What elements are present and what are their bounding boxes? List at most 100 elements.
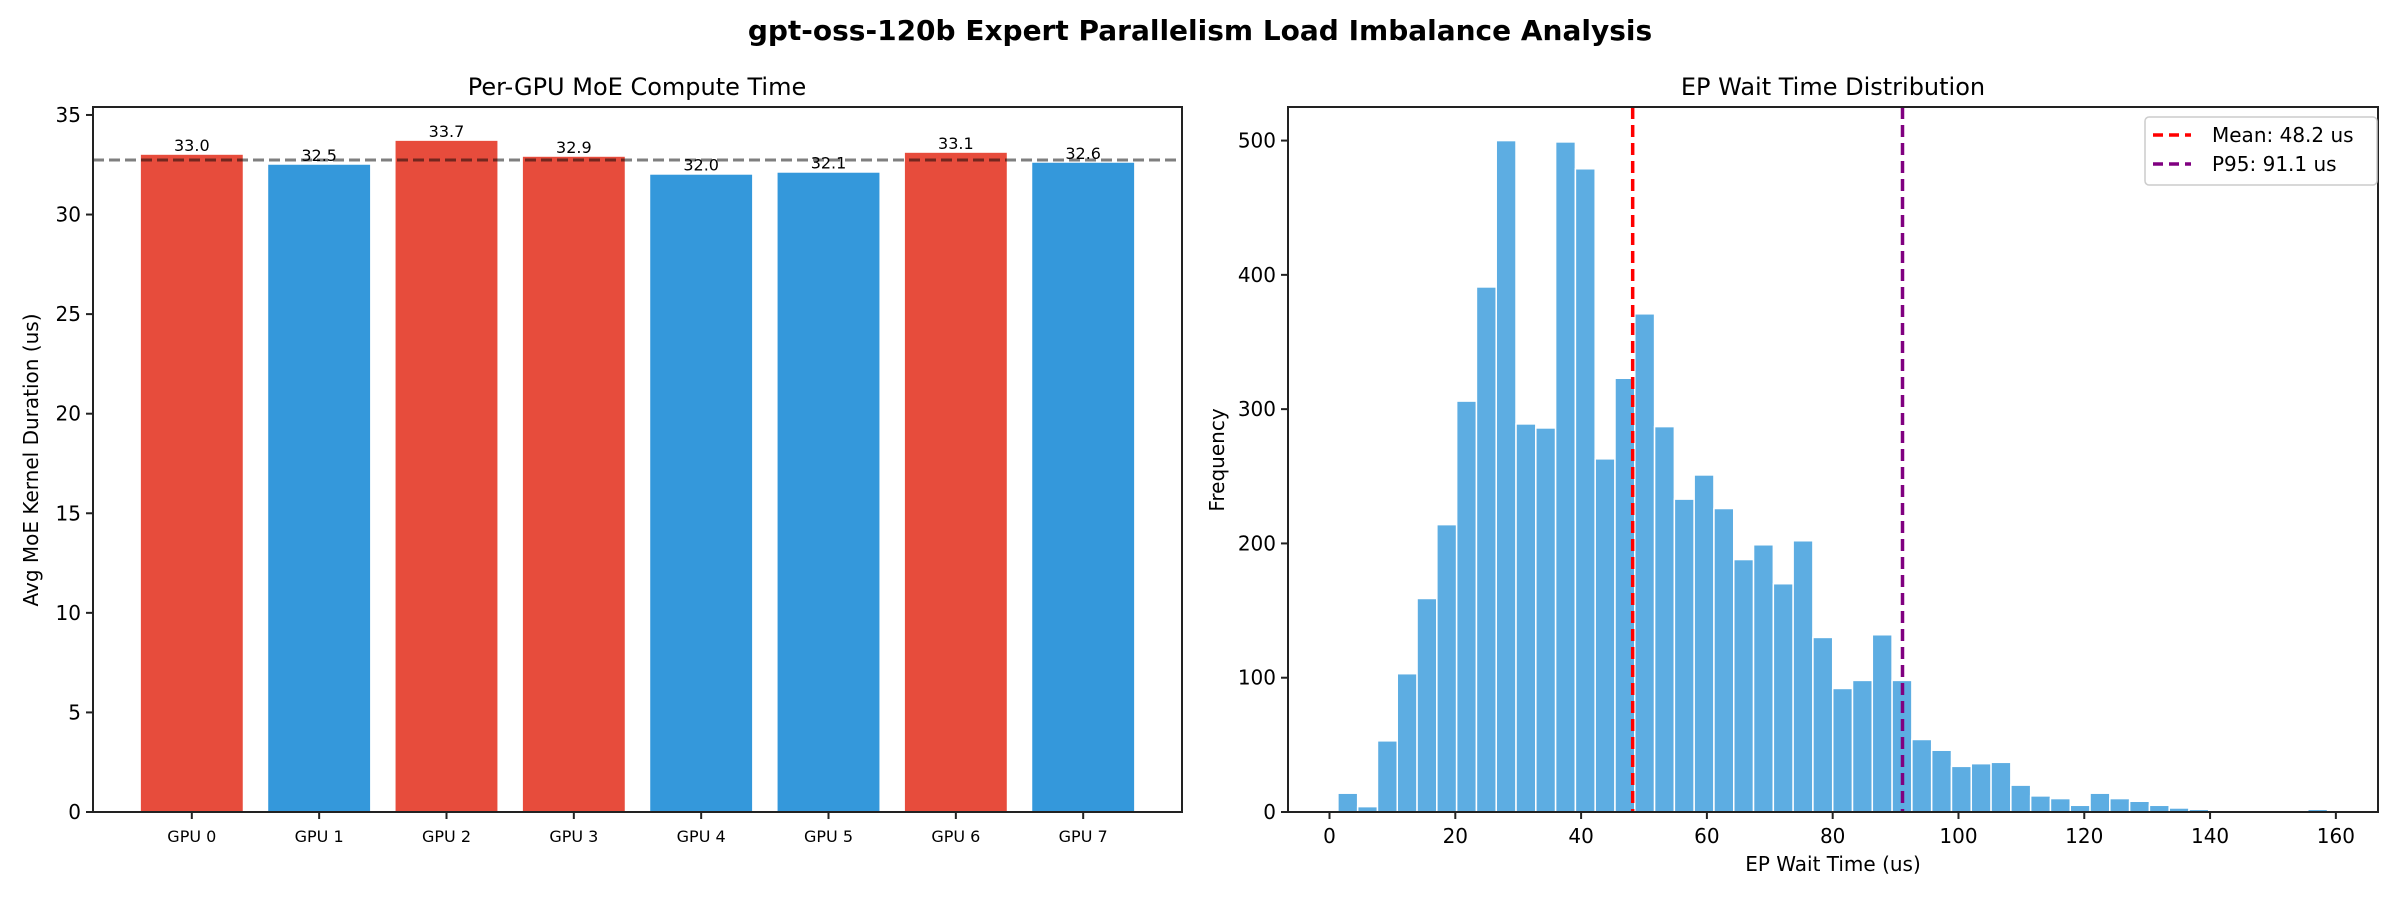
y-tick-label: 200 xyxy=(1238,531,1276,555)
bar-gpu-2 xyxy=(395,140,498,812)
left-subplot-per-gpu-compute: Per-GPU MoE Compute Time Avg MoE Kernel … xyxy=(19,73,1183,846)
x-tick-label: GPU 4 xyxy=(677,827,726,846)
histogram-bar xyxy=(1950,765,1973,813)
left-x-ticks: GPU 0 GPU 1 GPU 2 GPU 3 GPU 4 GPU 5 GPU 6 GPU 7 xyxy=(167,812,1108,846)
right-x-ticks: 0 20 40 60 80 100 120 140 160 xyxy=(1323,812,2355,848)
x-tick-label: 40 xyxy=(1568,824,1593,848)
histogram-bar xyxy=(2010,784,2032,813)
bar-value-label: 32.9 xyxy=(556,138,592,157)
histogram-bar xyxy=(1990,761,2012,813)
x-tick-label: 100 xyxy=(1939,824,1977,848)
right-subplot-wait-time-histogram: EP Wait Time Distribution Frequency EP W… xyxy=(1205,73,2379,876)
bar-value-label: 33.1 xyxy=(938,134,974,153)
bar-value-label: 32.6 xyxy=(1065,144,1101,163)
bar-gpu-4 xyxy=(650,174,753,813)
bar-value-label: 33.0 xyxy=(174,136,210,155)
x-tick-label: GPU 3 xyxy=(549,827,598,846)
histogram-bar xyxy=(1396,672,1418,813)
histogram-bar xyxy=(1812,636,1834,813)
x-tick-label: 60 xyxy=(1694,824,1719,848)
y-tick-label: 0 xyxy=(68,800,81,824)
x-tick-label: GPU 0 xyxy=(167,827,216,846)
histogram-bar xyxy=(1732,558,1755,813)
histogram-bar xyxy=(2069,804,2091,813)
x-tick-label: 20 xyxy=(1443,824,1468,848)
y-tick-label: 100 xyxy=(1238,666,1276,690)
reference-lines-group xyxy=(1630,107,1905,812)
right-y-axis-label: Frequency xyxy=(1205,408,1229,511)
histogram-bars-group xyxy=(1337,139,2329,813)
x-tick-label: 0 xyxy=(1323,824,1336,848)
bar-gpu-3 xyxy=(522,156,625,812)
histogram-bar xyxy=(1554,141,1577,813)
right-x-axis-label: EP Wait Time (us) xyxy=(1745,852,1921,876)
histogram-bar xyxy=(1495,139,1517,813)
x-tick-label: GPU 5 xyxy=(804,827,853,846)
histogram-bar xyxy=(2128,800,2151,813)
histogram-bar xyxy=(1752,544,1775,813)
x-tick-label: 160 xyxy=(2317,824,2355,848)
y-tick-label: 500 xyxy=(1238,129,1276,153)
histogram-bar xyxy=(1911,738,1933,813)
histogram-bar xyxy=(1594,458,1616,813)
histogram-bar xyxy=(1376,740,1399,813)
left-bar-labels-group: 33.0 32.5 33.7 32.9 32.0 32.1 33.1 32.6 xyxy=(174,122,1101,175)
histogram-bar xyxy=(1515,423,1537,813)
bar-gpu-1 xyxy=(268,164,371,812)
histogram-bar xyxy=(1970,762,1992,813)
histogram-bar xyxy=(1772,582,1794,813)
bar-value-label: 32.1 xyxy=(811,154,847,173)
y-tick-label: 0 xyxy=(1263,800,1276,824)
histogram-bar xyxy=(1792,539,1814,813)
left-bars-group xyxy=(140,140,1135,813)
y-tick-label: 30 xyxy=(56,203,81,227)
histogram-bar xyxy=(1693,474,1715,813)
histogram-bar xyxy=(1416,597,1438,813)
histogram-bar xyxy=(2029,795,2052,813)
left-axes-frame xyxy=(92,106,1183,813)
y-tick-label: 10 xyxy=(56,601,81,625)
histogram-bar xyxy=(1930,749,1953,813)
x-tick-label: GPU 7 xyxy=(1059,827,1108,846)
histogram-bar xyxy=(2109,797,2131,813)
y-tick-label: 20 xyxy=(56,402,81,426)
y-tick-label: 25 xyxy=(56,302,81,326)
histogram-bar xyxy=(1436,523,1458,813)
histogram-bar xyxy=(1475,286,1497,813)
histogram-bar xyxy=(2049,797,2071,813)
x-tick-label: 140 xyxy=(2191,824,2229,848)
y-tick-label: 300 xyxy=(1238,397,1276,421)
histogram-bar xyxy=(1871,633,1893,813)
histogram-bar xyxy=(1831,687,1854,813)
right-y-ticks: 0 100 200 300 400 500 xyxy=(1238,129,1288,824)
histogram-bar xyxy=(1455,400,1478,813)
bar-gpu-0 xyxy=(140,154,243,812)
x-tick-label: 120 xyxy=(2065,824,2103,848)
bar-value-label: 33.7 xyxy=(429,122,465,141)
left-subplot-title: Per-GPU MoE Compute Time xyxy=(468,73,807,101)
bar-gpu-5 xyxy=(777,172,880,812)
x-tick-label: 80 xyxy=(1820,824,1845,848)
bar-gpu-7 xyxy=(1032,162,1135,813)
histogram-bar xyxy=(2089,792,2111,813)
histogram-bar xyxy=(1653,425,1676,813)
y-tick-label: 400 xyxy=(1238,263,1276,287)
histogram-bar xyxy=(1673,498,1695,813)
histogram-bar xyxy=(1574,168,1596,813)
bar-gpu-6 xyxy=(904,152,1007,813)
x-tick-label: GPU 1 xyxy=(295,827,344,846)
legend: Mean: 48.2 us P95: 91.1 us xyxy=(2144,116,2378,186)
right-subplot-title: EP Wait Time Distribution xyxy=(1681,73,1985,101)
y-tick-label: 35 xyxy=(56,103,81,127)
histogram-bar xyxy=(1535,427,1557,813)
histogram-bar xyxy=(1851,679,1874,813)
bar-value-label: 32.5 xyxy=(301,146,337,165)
histogram-bar xyxy=(2148,804,2170,813)
bar-value-label: 32.0 xyxy=(683,156,719,175)
y-tick-label: 15 xyxy=(56,501,81,525)
figure-title: gpt-oss-120b Expert Parallelism Load Imb… xyxy=(748,14,1652,47)
left-y-axis-label: Avg MoE Kernel Duration (us) xyxy=(19,314,43,607)
histogram-bar xyxy=(1713,507,1735,813)
histogram-bar xyxy=(1634,313,1656,813)
